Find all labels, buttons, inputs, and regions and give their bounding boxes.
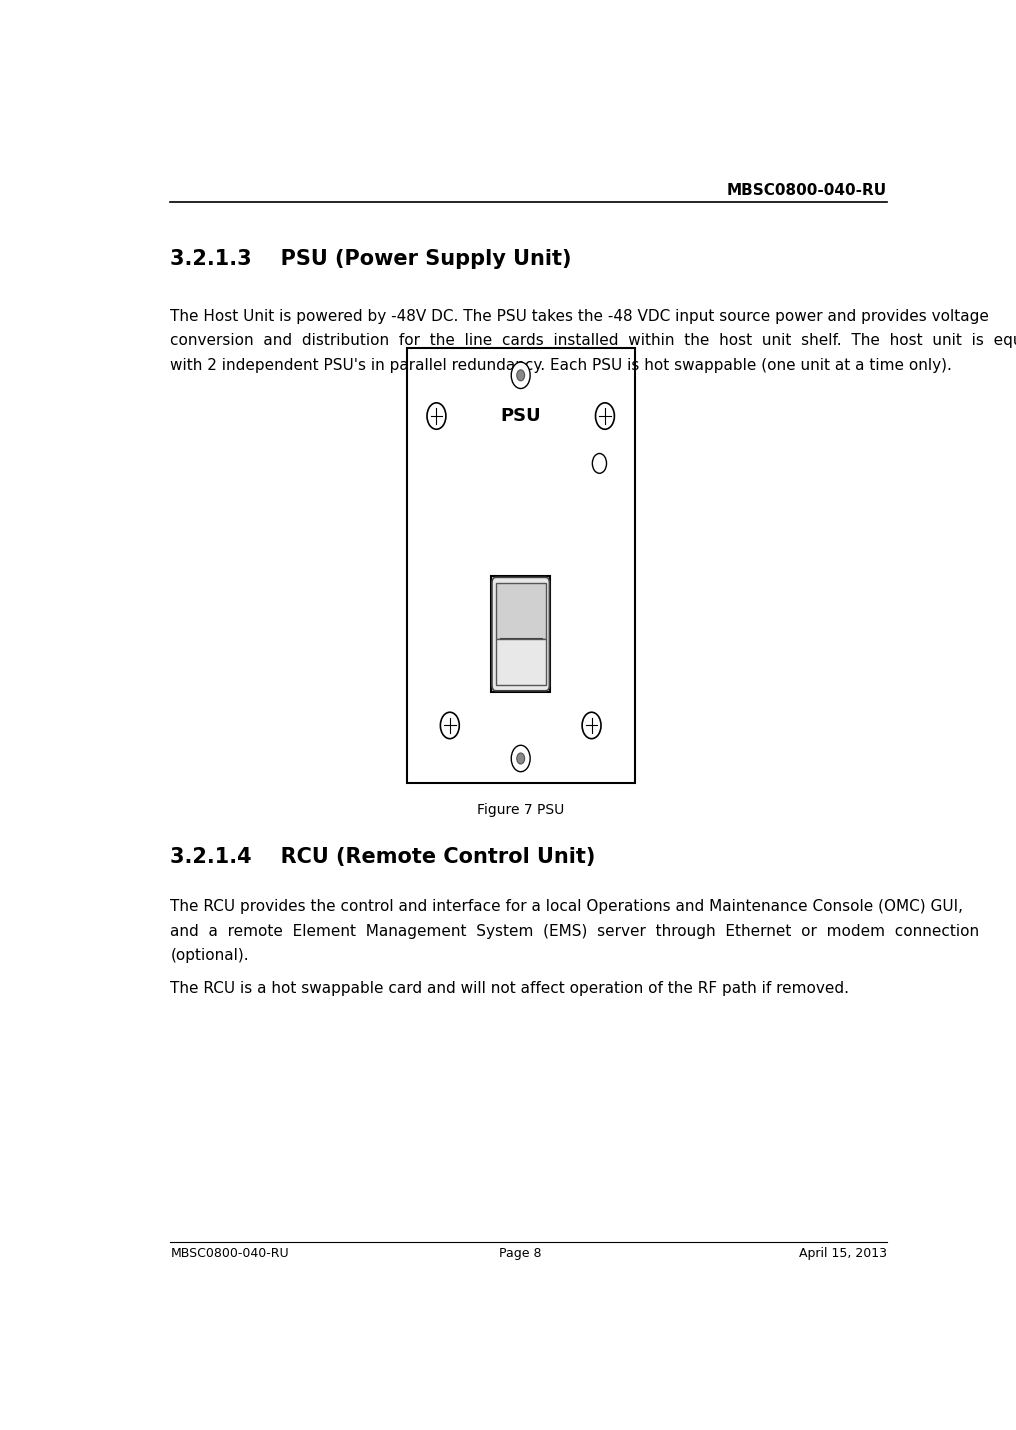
Text: 3.2.1.3    PSU (Power Supply Unit): 3.2.1.3 PSU (Power Supply Unit) — [171, 249, 572, 269]
Circle shape — [517, 754, 524, 764]
Circle shape — [511, 362, 530, 389]
Text: The RCU is a hot swappable card and will not affect operation of the RF path if : The RCU is a hot swappable card and will… — [171, 981, 849, 995]
Text: and  a  remote  Element  Management  System  (EMS)  server  through  Ethernet  o: and a remote Element Management System (… — [171, 924, 979, 938]
Text: with 2 independent PSU's in parallel redundancy. Each PSU is hot swappable (one : with 2 independent PSU's in parallel red… — [171, 358, 952, 373]
Circle shape — [582, 712, 601, 739]
Text: conversion  and  distribution  for  the  line  cards  installed  within  the  ho: conversion and distribution for the line… — [171, 333, 1016, 349]
Circle shape — [511, 745, 530, 772]
Bar — [496, 639, 546, 685]
Bar — [491, 576, 551, 692]
Bar — [406, 347, 635, 782]
Text: The RCU provides the control and interface for a local Operations and Maintenanc: The RCU provides the control and interfa… — [171, 899, 963, 914]
Circle shape — [517, 370, 524, 380]
Text: (optional).: (optional). — [171, 948, 249, 962]
Bar — [496, 583, 546, 639]
Text: 3.2.1.4    RCU (Remote Control Unit): 3.2.1.4 RCU (Remote Control Unit) — [171, 847, 595, 867]
Circle shape — [427, 403, 446, 429]
Circle shape — [592, 453, 607, 473]
Text: Figure 7 PSU: Figure 7 PSU — [478, 802, 564, 817]
Text: The Host Unit is powered by -48V DC. The PSU takes the -48 VDC input source powe: The Host Unit is powered by -48V DC. The… — [171, 309, 990, 325]
Circle shape — [440, 712, 459, 739]
Text: MBSC0800-040-RU: MBSC0800-040-RU — [726, 183, 887, 197]
Text: April 15, 2013: April 15, 2013 — [799, 1247, 887, 1260]
Circle shape — [595, 403, 615, 429]
Text: PSU: PSU — [501, 408, 541, 425]
Text: MBSC0800-040-RU: MBSC0800-040-RU — [171, 1247, 289, 1260]
Text: Page 8: Page 8 — [500, 1247, 542, 1260]
